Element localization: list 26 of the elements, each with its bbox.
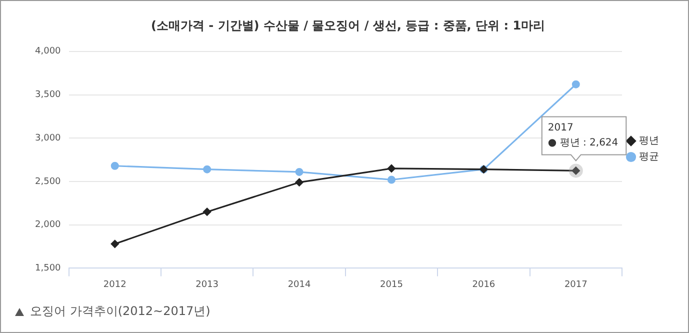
- point: [110, 240, 119, 248]
- x-tick-label: 2014: [288, 280, 312, 290]
- x-tick-label: 2013: [196, 280, 219, 290]
- y-tick-label: 3,000: [35, 133, 62, 144]
- point: [572, 80, 580, 88]
- x-tick-label: 2015: [380, 280, 403, 290]
- annotation: 2017 ● 평년 : 2,624: [548, 122, 618, 148]
- x-tick-label: 2016: [472, 280, 496, 290]
- point: [203, 208, 212, 216]
- y-tick-label: 2,500: [35, 176, 62, 187]
- y-tick-label: 4,000: [35, 46, 62, 57]
- y-tick-label: 1,500: [35, 264, 62, 274]
- point: [295, 178, 304, 186]
- legend-label: 평균: [639, 152, 659, 163]
- legend-label: 평년: [639, 136, 659, 147]
- x-tick-label: 2017: [564, 280, 588, 290]
- point: [387, 164, 396, 172]
- text: 오징어 가격추이(2012~2017년): [30, 303, 210, 320]
- point: [110, 162, 119, 170]
- y-tick-label: 3,500: [35, 90, 62, 100]
- chart-title: (소매가격 - 기간별) 수산물 / 물오징어 / 생선, 등급 : 중품, 단위 : 1마리: [150, 18, 546, 32]
- point: [203, 165, 212, 174]
- point: [387, 176, 396, 184]
- point: [295, 168, 304, 176]
- x-tick-label: 2012: [103, 280, 126, 290]
- y-tick-label: 2,000: [35, 220, 62, 230]
